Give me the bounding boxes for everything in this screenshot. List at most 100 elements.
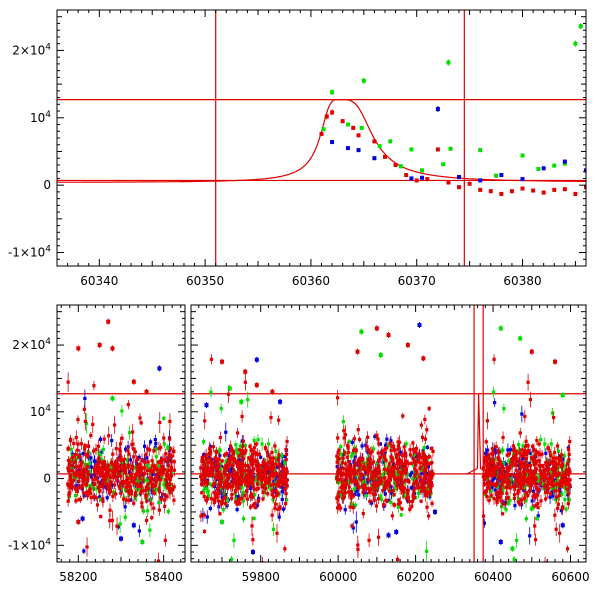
bottom-point: [394, 455, 399, 460]
bottom-point: [501, 461, 506, 465]
bottom-point: [345, 455, 349, 459]
bottom-point: [161, 470, 165, 474]
bottom-point: [339, 471, 343, 475]
top-ytick-label: 0: [43, 178, 51, 192]
bottom-point: [76, 485, 80, 490]
bottom-point: [411, 457, 415, 461]
bottom-point: [199, 475, 203, 479]
bottom-point: [153, 437, 157, 442]
bottom-point: [141, 466, 146, 470]
bottom-point: [218, 480, 222, 484]
bottom-point: [111, 494, 115, 499]
bottom-point: [241, 449, 245, 453]
bottom-point: [121, 467, 126, 471]
bottom-point: [427, 474, 431, 478]
bottom-point: [66, 483, 70, 487]
bottom-point: [372, 498, 376, 502]
bottom-point: [384, 480, 388, 485]
bottom-point: [385, 437, 389, 441]
bottom-point: [408, 473, 412, 477]
top-ytick-label: 104: [30, 110, 51, 125]
bottom-point: [353, 462, 358, 466]
bottom-point: [377, 442, 381, 446]
bottom-point: [168, 437, 172, 441]
bottom-point: [264, 487, 268, 491]
bottom-point: [356, 543, 360, 547]
bottom-point: [520, 412, 524, 416]
bottom-point: [398, 450, 403, 454]
bottom-point: [243, 380, 247, 384]
bottom-point: [148, 468, 152, 473]
bottom-point: [382, 467, 386, 471]
top-point-s2-12: [562, 159, 567, 164]
bottom-point: [510, 480, 514, 484]
bottom-point: [371, 447, 376, 451]
bottom-point: [257, 452, 261, 456]
bottom-point: [109, 462, 113, 466]
bottom-point: [521, 444, 525, 448]
bottom-point: [126, 458, 130, 462]
bottom-point: [269, 483, 273, 487]
bottom-point: [391, 462, 395, 466]
bottom-point: [124, 478, 129, 482]
bottom-point: [237, 481, 241, 486]
bottom-point: [251, 495, 255, 499]
bottom-point: [271, 527, 276, 531]
bottom-point: [109, 480, 113, 484]
bottom-point: [172, 485, 176, 489]
bottom-point: [424, 494, 428, 498]
bottom-point: [236, 486, 240, 490]
bottom-point: [412, 478, 417, 482]
bottom-point: [140, 505, 144, 509]
bottom-point: [218, 435, 222, 440]
bottom-point: [274, 462, 278, 466]
bottom-point: [199, 514, 203, 518]
bottom-point: [227, 459, 231, 463]
bottom-point: [336, 436, 340, 440]
bottom-point: [335, 460, 339, 464]
bottom-point: [157, 501, 161, 505]
bottom-point: [380, 479, 384, 483]
bottom-point: [354, 471, 358, 475]
bottom-point: [243, 493, 247, 498]
bottom-point: [259, 455, 263, 459]
bottom-point: [126, 449, 130, 453]
top-point-s0-16: [478, 187, 483, 192]
bottom-point: [215, 459, 220, 463]
top-point-s1-5: [377, 144, 382, 149]
top-point-s0-26: [584, 185, 586, 190]
bottom-point: [118, 442, 123, 446]
bottom-point: [387, 475, 391, 479]
bottom-point: [107, 434, 111, 438]
bottom-point: [94, 471, 98, 475]
bottom-point: [336, 495, 340, 499]
bottom-point: [144, 485, 148, 489]
bottom-point: [285, 498, 289, 502]
bottom-point: [148, 440, 153, 444]
bottom-point: [147, 448, 152, 452]
bottom-point: [85, 465, 90, 469]
bottom-point: [561, 457, 565, 461]
bottom-point: [152, 449, 156, 453]
bottom-point: [91, 422, 95, 427]
bottom-point: [112, 465, 116, 469]
bottom-point: [161, 492, 165, 496]
bottom-point: [209, 390, 213, 394]
bottom-point: [89, 433, 93, 438]
bottom-point: [82, 494, 86, 498]
bottom-point: [509, 448, 513, 452]
bottom-point: [344, 477, 348, 481]
bottom-point: [150, 459, 154, 463]
bottom-point: [385, 446, 389, 450]
bottom-point: [155, 488, 159, 492]
bottom-point: [537, 480, 542, 484]
top-point-s1-19: [573, 41, 578, 46]
bottom-point: [362, 465, 366, 469]
bottom-point: [250, 471, 254, 475]
bottom-point: [99, 497, 103, 501]
bottom-point: [401, 454, 405, 458]
bottom-point: [106, 478, 110, 482]
bottom-point: [249, 447, 253, 452]
bottom-point: [248, 444, 252, 449]
bottom-point: [83, 396, 87, 401]
